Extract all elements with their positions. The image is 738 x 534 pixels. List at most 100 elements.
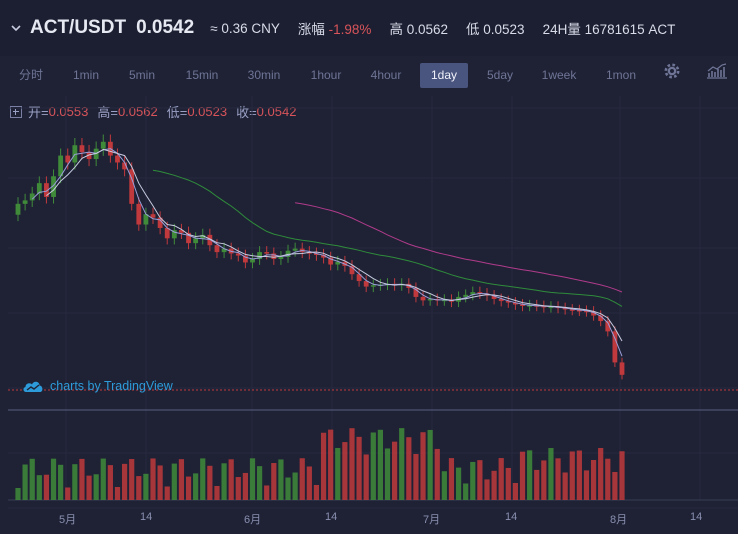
volume-bar — [185, 476, 192, 500]
interval-tab[interactable]: 5day — [486, 68, 514, 82]
x-axis-label: 14 — [325, 511, 338, 523]
volume-bar — [207, 465, 213, 500]
interval-tab[interactable]: 15min — [185, 68, 219, 82]
candle — [413, 287, 419, 297]
volume-bar — [29, 458, 35, 500]
volume-bar — [555, 458, 561, 500]
volume-bar — [150, 458, 156, 500]
high-label: 高 — [389, 22, 403, 37]
volume-bar — [484, 479, 490, 500]
volume-value: 16781615 ACT — [584, 22, 676, 37]
volume-bar — [342, 442, 348, 500]
candle — [129, 169, 135, 204]
cny-price: ≈ 0.36 CNY — [210, 20, 280, 36]
chevron-down-icon[interactable] — [10, 22, 22, 34]
candlestick-chart[interactable] — [0, 88, 738, 511]
candle — [15, 203, 21, 215]
volume-bar — [249, 458, 256, 500]
candle — [427, 298, 433, 301]
interval-tab[interactable]: 1min — [72, 68, 99, 82]
volume-bar — [363, 454, 369, 500]
interval-tab[interactable]: 1week — [541, 68, 577, 82]
volume-bar — [235, 477, 241, 500]
ticker-header: ACT/USDT 0.0542 ≈ 0.36 CNY 涨幅 -1.98% 高 0… — [0, 0, 738, 56]
candle — [115, 155, 120, 163]
volume-bar — [448, 458, 455, 500]
candle — [257, 252, 262, 259]
candle — [72, 145, 78, 163]
volume-bar — [114, 486, 121, 500]
tradingview-watermark[interactable]: charts by TradingView — [22, 379, 173, 393]
volume-bar — [605, 458, 611, 500]
volume-bar — [221, 463, 227, 500]
low-label: 低= — [166, 105, 188, 120]
volume-bar — [534, 469, 540, 500]
volume-bar — [406, 437, 412, 500]
candle — [79, 145, 85, 153]
x-axis-label: 14 — [505, 511, 518, 523]
candle — [612, 331, 618, 363]
interval-tab[interactable]: 4hour — [370, 68, 402, 82]
indicators-icon[interactable] — [706, 63, 728, 79]
gear-icon[interactable] — [662, 61, 682, 81]
volume-bar — [36, 475, 42, 500]
volume-bar — [576, 450, 582, 500]
volume-bar — [413, 453, 419, 500]
interval-tab[interactable]: 1hour — [310, 68, 342, 82]
x-axis-label: 8月 — [610, 514, 628, 526]
candle — [598, 315, 604, 322]
pair-title[interactable]: ACT/USDT — [30, 17, 127, 38]
volume-bar — [93, 474, 99, 500]
volume-bar — [200, 458, 206, 500]
candle — [441, 299, 447, 302]
candle — [221, 248, 227, 253]
volume-bar — [498, 458, 504, 500]
plus-box-icon[interactable] — [10, 105, 22, 118]
candle — [51, 176, 56, 197]
interval-tab[interactable]: 30min — [247, 68, 281, 82]
cloud-icon — [23, 381, 43, 392]
candle — [193, 238, 199, 244]
volume-bar — [434, 448, 440, 500]
interval-tab[interactable]: 1mon — [605, 68, 637, 82]
candle — [520, 304, 525, 307]
candle — [100, 141, 106, 149]
volume-bar — [79, 458, 85, 500]
candle — [328, 257, 334, 265]
candle — [22, 200, 28, 204]
candle — [335, 261, 341, 265]
high-label: 高= — [97, 105, 118, 120]
x-axis-label: 5月 — [59, 514, 77, 526]
candle — [29, 193, 35, 201]
candle — [584, 310, 589, 313]
change-stat: 涨幅 -1.98% — [298, 18, 372, 38]
x-axis-label: 14 — [690, 511, 703, 523]
volume-bar — [121, 463, 128, 500]
candle — [143, 214, 149, 225]
x-axis-label: 14 — [140, 511, 153, 523]
candle — [65, 155, 71, 163]
interval-tab-active[interactable]: 1day — [420, 63, 468, 88]
volume-bar — [271, 463, 277, 500]
ma-long2-line — [295, 202, 623, 293]
candle — [214, 245, 220, 253]
volume-bar — [541, 460, 547, 500]
volume-bar — [299, 458, 305, 500]
interval-tab[interactable]: 5min — [128, 68, 155, 82]
volume-bar — [15, 488, 21, 500]
candle — [562, 307, 568, 310]
volume-bar — [491, 470, 497, 500]
candle — [200, 234, 206, 239]
ma-long1-line — [152, 169, 623, 307]
volume-bar — [477, 460, 483, 500]
volume-bar — [399, 428, 405, 500]
volume-bar — [619, 451, 625, 500]
volume-bar — [598, 448, 604, 500]
volume-bar — [157, 465, 163, 500]
volume-bar — [264, 485, 270, 500]
candle — [527, 305, 533, 307]
volume-bar — [129, 459, 135, 500]
interval-tab[interactable]: 分时 — [18, 68, 43, 82]
volume-label: 24H量 — [542, 22, 581, 37]
last-price: 0.0542 — [136, 17, 195, 38]
